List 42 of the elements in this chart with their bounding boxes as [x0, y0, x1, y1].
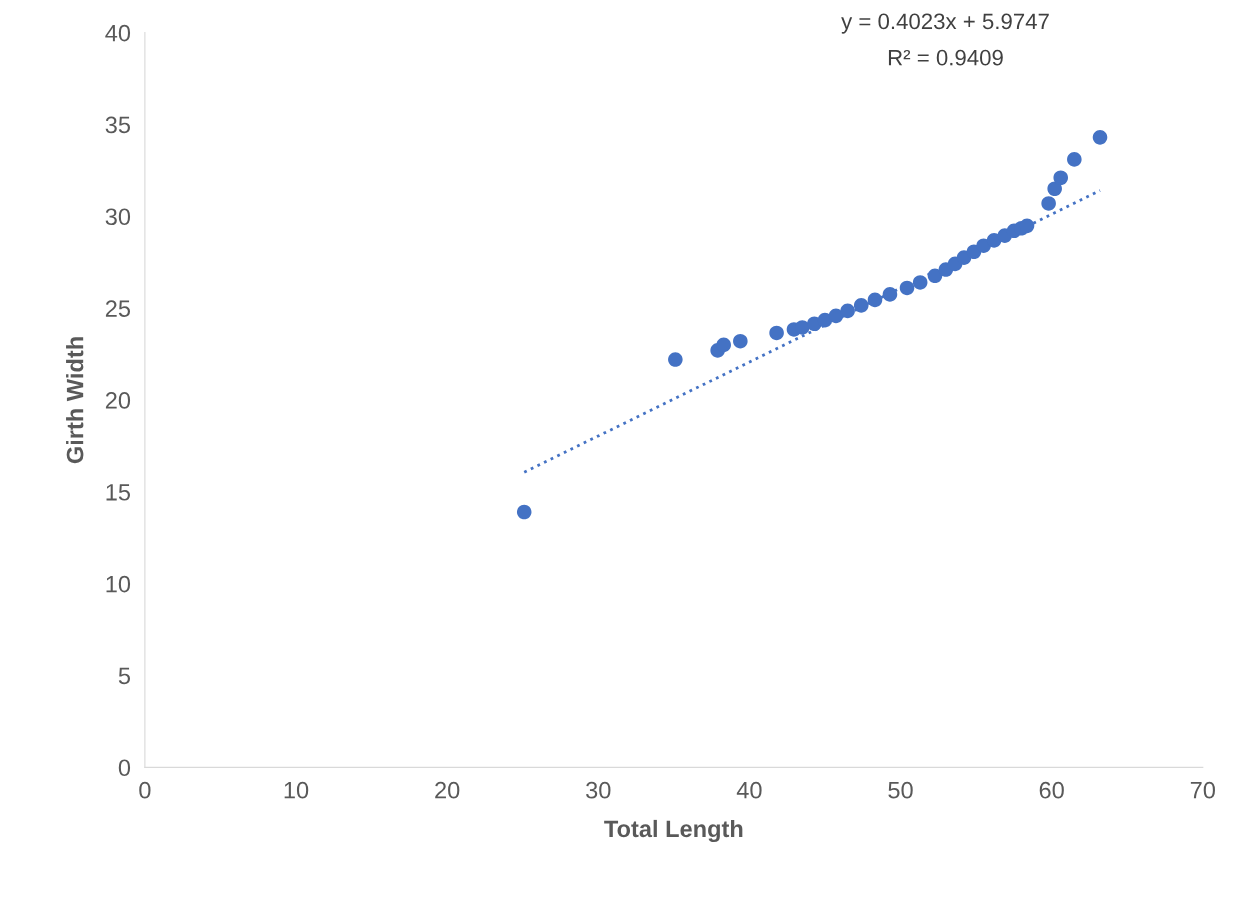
y-tick-label: 15	[106, 484, 131, 501]
point	[668, 352, 683, 367]
x-tick-label: 20	[435, 781, 460, 799]
point	[1047, 181, 1062, 197]
y-tick-label: 30	[105, 208, 131, 226]
point	[840, 303, 855, 319]
point	[828, 308, 844, 324]
y-tick-label: 25	[105, 300, 131, 317]
x-tick-label: 30	[586, 781, 611, 799]
point	[795, 320, 810, 335]
x-tick-label: 40	[736, 781, 762, 799]
point	[853, 298, 869, 313]
point	[1041, 196, 1056, 211]
point	[1019, 218, 1035, 234]
point	[733, 333, 748, 349]
y-tick-label: 5	[118, 667, 131, 685]
point	[1067, 152, 1082, 167]
x-tick-label: 60	[1039, 781, 1064, 799]
y-tick-label: 35	[105, 116, 131, 134]
point	[716, 337, 731, 353]
point	[882, 287, 898, 302]
y-tick-label: 10	[106, 575, 131, 593]
point	[1053, 170, 1069, 186]
annotation: R² = 0.9409	[888, 49, 1003, 66]
point	[927, 268, 943, 284]
point	[912, 275, 928, 290]
point	[1092, 130, 1108, 145]
x-tick-label: 10	[284, 781, 309, 799]
x-tick-label: 70	[1190, 781, 1215, 799]
point	[899, 280, 915, 296]
y-tick-label: 40	[105, 24, 131, 42]
point	[986, 233, 1002, 248]
y-tick-label: 20	[105, 392, 131, 409]
point	[516, 504, 532, 520]
y-tick-label: 0	[118, 759, 131, 777]
point	[769, 325, 784, 341]
y-axis-title: Girth Width	[66, 337, 84, 464]
annotation: y = 0.4023x + 5.9747	[841, 13, 1049, 34]
x-tick-label: 0	[139, 781, 151, 799]
x-tick-label: 50	[888, 781, 913, 799]
x-axis-title: Total Length	[604, 819, 743, 842]
point	[867, 292, 883, 308]
